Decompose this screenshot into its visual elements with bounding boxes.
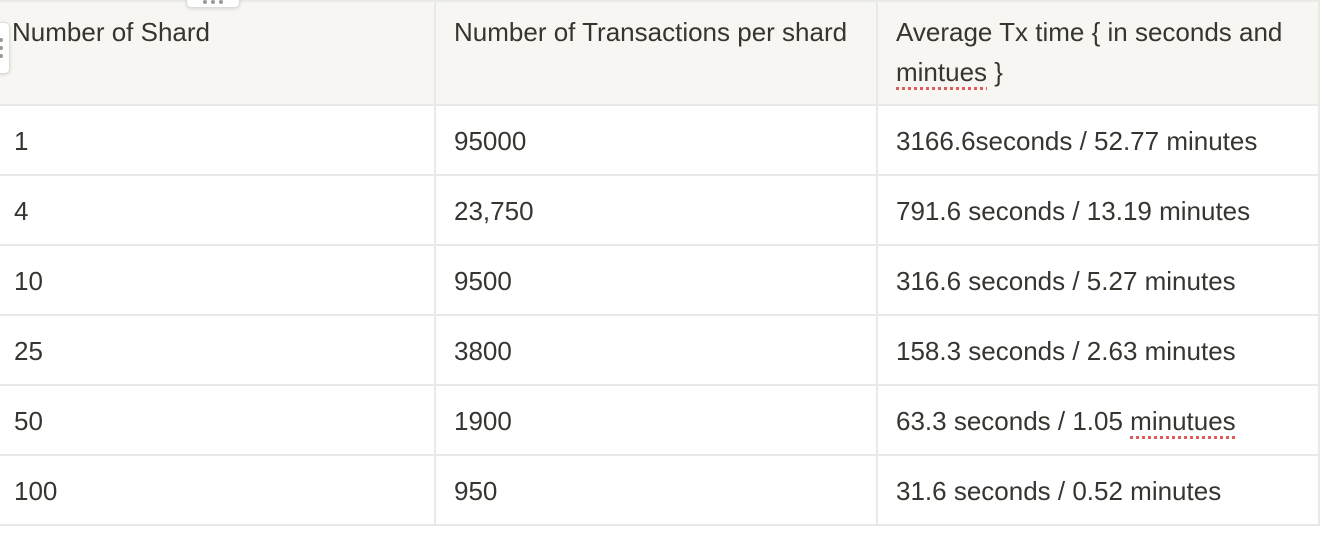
cell-average-time[interactable]: 63.3 seconds / 1.05 minutues xyxy=(876,384,1320,456)
cell-shard-count[interactable]: 50 xyxy=(0,384,436,456)
table-row: 100 950 31.6 seconds / 0.52 minutes xyxy=(0,454,1320,526)
cell-transactions[interactable]: 95000 xyxy=(434,104,878,176)
cell-average-time[interactable]: 3166.6seconds / 52.77 minutes xyxy=(876,104,1320,176)
header-average-tx-time[interactable]: Average Tx time { in seconds and mintues… xyxy=(876,0,1320,106)
table-header-row: Number of Shard Number of Transactions p… xyxy=(0,0,1320,106)
cell-shard-count[interactable]: 10 xyxy=(0,244,436,316)
cell-transactions[interactable]: 9500 xyxy=(434,244,878,316)
cell-shard-count[interactable]: 1 xyxy=(0,104,436,176)
cell-average-time[interactable]: 316.6 seconds / 5.27 minutes xyxy=(876,244,1320,316)
cell-shard-count[interactable]: 100 xyxy=(0,454,436,526)
drag-dot xyxy=(203,0,207,4)
cell-transactions[interactable]: 3800 xyxy=(434,314,878,386)
cell-average-time[interactable]: 791.6 seconds / 13.19 minutes xyxy=(876,174,1320,246)
header-average-tx-time-text: Average Tx time { in seconds and xyxy=(896,17,1283,47)
row-drag-handle-icon[interactable] xyxy=(0,22,10,74)
table-row: 4 23,750 791.6 seconds / 13.19 minutes xyxy=(0,174,1320,246)
drag-dot xyxy=(0,38,3,42)
cell-shard-count[interactable]: 4 xyxy=(0,174,436,246)
header-number-of-shard[interactable]: Number of Shard xyxy=(0,0,436,106)
column-drag-handle-icon[interactable] xyxy=(186,0,240,8)
cell-average-time[interactable]: 158.3 seconds / 2.63 minutes xyxy=(876,314,1320,386)
table-row: 50 1900 63.3 seconds / 1.05 minutues xyxy=(0,384,1320,456)
spellcheck-word[interactable]: mintues xyxy=(896,57,988,87)
cell-transactions[interactable]: 950 xyxy=(434,454,878,526)
drag-dot xyxy=(0,54,3,58)
cell-transactions[interactable]: 23,750 xyxy=(434,174,878,246)
drag-dot xyxy=(219,0,223,4)
table-row: 25 3800 158.3 seconds / 2.63 minutes xyxy=(0,314,1320,386)
table-row: 1 95000 3166.6seconds / 52.77 minutes xyxy=(0,104,1320,176)
header-average-tx-time-text-end: } xyxy=(987,57,1003,87)
table-row: 10 9500 316.6 seconds / 5.27 minutes xyxy=(0,244,1320,316)
drag-dot xyxy=(211,0,215,4)
drag-dot xyxy=(0,46,3,50)
cell-shard-count[interactable]: 25 xyxy=(0,314,436,386)
header-transactions-per-shard[interactable]: Number of Transactions per shard xyxy=(434,0,878,106)
cell-average-time-text: 63.3 seconds / 1.05 xyxy=(896,406,1131,436)
cell-transactions[interactable]: 1900 xyxy=(434,384,878,456)
spellcheck-word[interactable]: minutues xyxy=(1130,406,1236,436)
cell-average-time[interactable]: 31.6 seconds / 0.52 minutes xyxy=(876,454,1320,526)
